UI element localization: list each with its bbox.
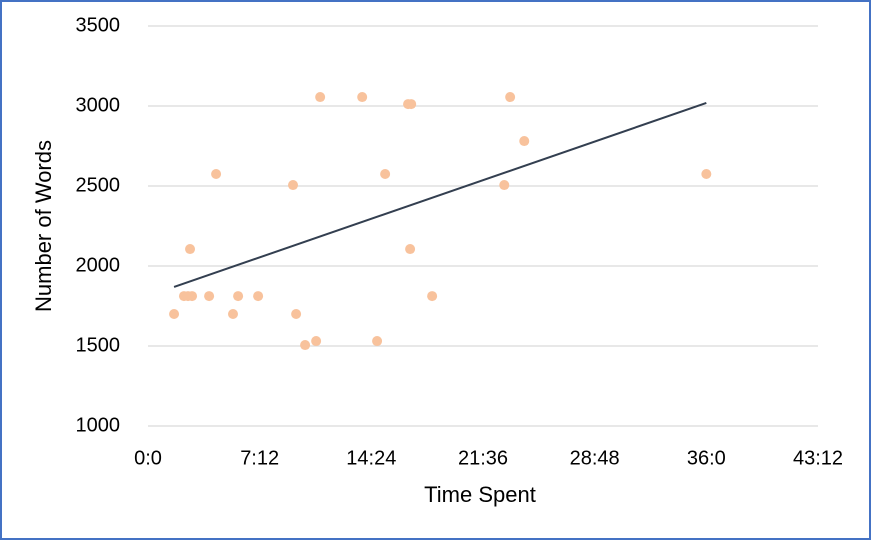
x-tick-label: 36:0 [687, 447, 726, 469]
data-point [519, 136, 530, 147]
data-point [211, 169, 222, 179]
data-point [169, 309, 180, 319]
y-tick-label: 3000 [76, 94, 121, 116]
data-point [253, 291, 264, 302]
data-point [372, 336, 383, 347]
data-point [227, 309, 238, 319]
y-tick-label: 2000 [76, 254, 121, 276]
x-tick-label: 14:24 [346, 447, 396, 469]
data-point [505, 92, 516, 103]
trendline [173, 102, 707, 288]
data-point [427, 291, 438, 302]
data-point [300, 340, 311, 351]
data-point [380, 169, 391, 179]
x-axis-title: Time Spent [424, 482, 536, 507]
data-point [185, 244, 196, 255]
x-tick-label: 21:36 [458, 447, 508, 469]
y-tick-label: 1500 [76, 334, 121, 356]
data-point [499, 180, 510, 191]
x-tick-label: 28:48 [570, 447, 620, 469]
data-point [701, 169, 712, 179]
x-tick-label: 0:0 [134, 447, 162, 469]
y-axis-title: Number of Words [31, 140, 56, 312]
data-point [233, 291, 244, 302]
x-tick-label: 7:12 [240, 447, 279, 469]
data-point [357, 92, 368, 103]
y-tick-label: 1000 [76, 414, 121, 436]
data-point [288, 180, 299, 191]
data-point [406, 99, 417, 110]
data-point [315, 92, 326, 103]
data-point [405, 244, 416, 255]
x-tick-label: 43:12 [793, 447, 843, 469]
data-point [187, 291, 198, 302]
data-point [291, 309, 302, 319]
y-tick-label: 3500 [76, 14, 121, 36]
y-tick-label: 2500 [76, 174, 121, 196]
data-point [204, 291, 215, 302]
data-point [311, 336, 322, 347]
